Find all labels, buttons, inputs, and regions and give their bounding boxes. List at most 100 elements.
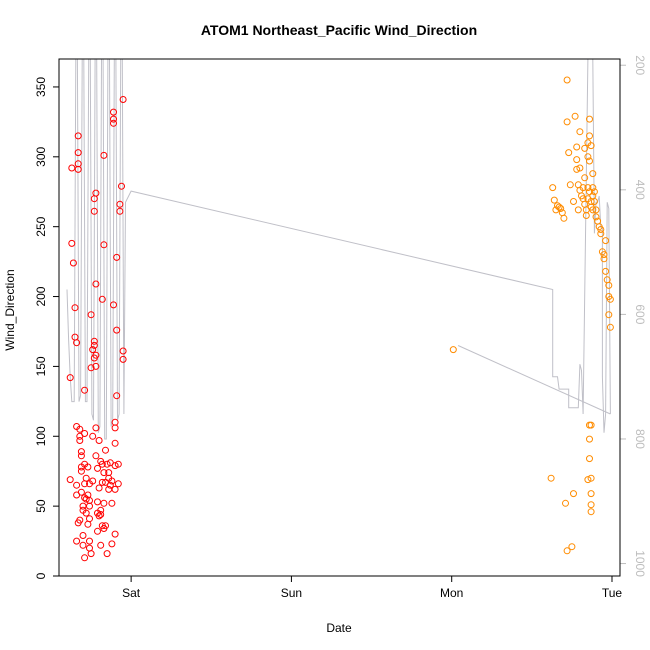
data-point	[77, 448, 85, 456]
data-point	[89, 346, 97, 354]
data-point	[103, 550, 111, 558]
data-point	[110, 301, 117, 309]
data-point	[602, 267, 610, 275]
data-point	[114, 480, 122, 488]
data-point	[566, 181, 574, 189]
data-point	[587, 421, 595, 429]
right-y-tick-label: 400	[633, 180, 647, 200]
y-tick-label: 0	[34, 572, 48, 579]
data-point	[563, 76, 571, 84]
data-point	[587, 501, 595, 509]
data-point	[84, 463, 92, 471]
data-point	[592, 213, 600, 221]
points-layer	[66, 76, 614, 562]
data-point	[90, 207, 98, 215]
data-point	[116, 207, 124, 215]
data-point	[597, 230, 605, 238]
data-point	[66, 476, 74, 484]
data-point	[557, 205, 565, 212]
x-tick-label: Sat	[122, 586, 141, 600]
data-point	[82, 509, 90, 517]
data-point	[110, 115, 117, 123]
data-point	[92, 280, 100, 288]
data-point	[111, 439, 119, 447]
data-point	[82, 474, 90, 482]
data-point	[73, 339, 81, 347]
data-point	[606, 295, 614, 303]
data-point	[579, 184, 587, 192]
data-point	[66, 374, 74, 382]
data-point	[573, 156, 581, 164]
data-point	[116, 200, 124, 208]
data-point	[77, 452, 85, 460]
data-point	[581, 174, 589, 182]
data-point	[73, 481, 81, 489]
data-point	[560, 214, 568, 222]
data-point	[90, 337, 98, 345]
data-point	[98, 478, 106, 486]
data-point	[549, 184, 557, 192]
data-point	[113, 253, 121, 261]
data-point	[81, 386, 89, 394]
data-point	[589, 170, 597, 178]
data-point	[606, 323, 614, 331]
data-point	[74, 519, 82, 527]
x-axis-label: Date	[326, 621, 352, 635]
data-point	[89, 477, 97, 485]
data-point	[449, 346, 457, 354]
data-point	[97, 511, 105, 518]
plot-frame	[58, 58, 621, 577]
data-point	[69, 259, 77, 267]
data-point	[94, 498, 101, 506]
data-point	[111, 485, 119, 493]
data-point	[570, 198, 577, 205]
data-point	[86, 502, 93, 510]
data-point	[582, 212, 590, 219]
data-point	[576, 164, 584, 172]
y-tick-label: 150	[34, 356, 48, 376]
data-point	[81, 554, 89, 562]
y-tick-label: 350	[34, 77, 48, 97]
data-point	[605, 311, 613, 319]
x-tick-label: Tue	[602, 586, 623, 600]
data-point	[100, 241, 108, 249]
data-point	[98, 460, 106, 468]
data-point	[74, 165, 82, 173]
data-point	[584, 184, 592, 192]
data-point	[576, 128, 584, 136]
right-y-tick-label: 200	[633, 55, 647, 75]
data-point	[106, 481, 114, 489]
data-point	[79, 532, 87, 539]
data-point	[68, 164, 76, 172]
data-point	[108, 540, 116, 548]
data-point	[71, 304, 79, 312]
data-point	[81, 430, 89, 437]
data-point	[562, 499, 569, 507]
data-point	[605, 281, 613, 289]
data-point	[92, 362, 100, 370]
data-point	[550, 196, 558, 204]
data-point	[110, 119, 117, 127]
data-point	[74, 149, 82, 157]
data-point	[87, 550, 95, 558]
data-point	[108, 477, 116, 485]
data-point	[581, 144, 589, 152]
data-point	[79, 541, 87, 549]
data-point	[84, 520, 92, 528]
data-point	[587, 142, 595, 150]
data-point	[589, 184, 597, 192]
data-point	[100, 499, 108, 507]
data-point	[100, 469, 108, 477]
data-point	[586, 157, 593, 165]
data-point	[111, 424, 119, 432]
right-y-tick-label: 600	[633, 304, 647, 324]
data-point	[600, 255, 608, 263]
chart-title: ATOM1 Northeast_Pacific Wind_Direction	[201, 22, 477, 38]
data-point	[590, 188, 598, 196]
y-tick-label: 100	[34, 426, 48, 446]
data-point	[92, 452, 100, 460]
data-point	[586, 115, 593, 123]
data-point	[590, 198, 598, 205]
data-point	[597, 226, 605, 233]
